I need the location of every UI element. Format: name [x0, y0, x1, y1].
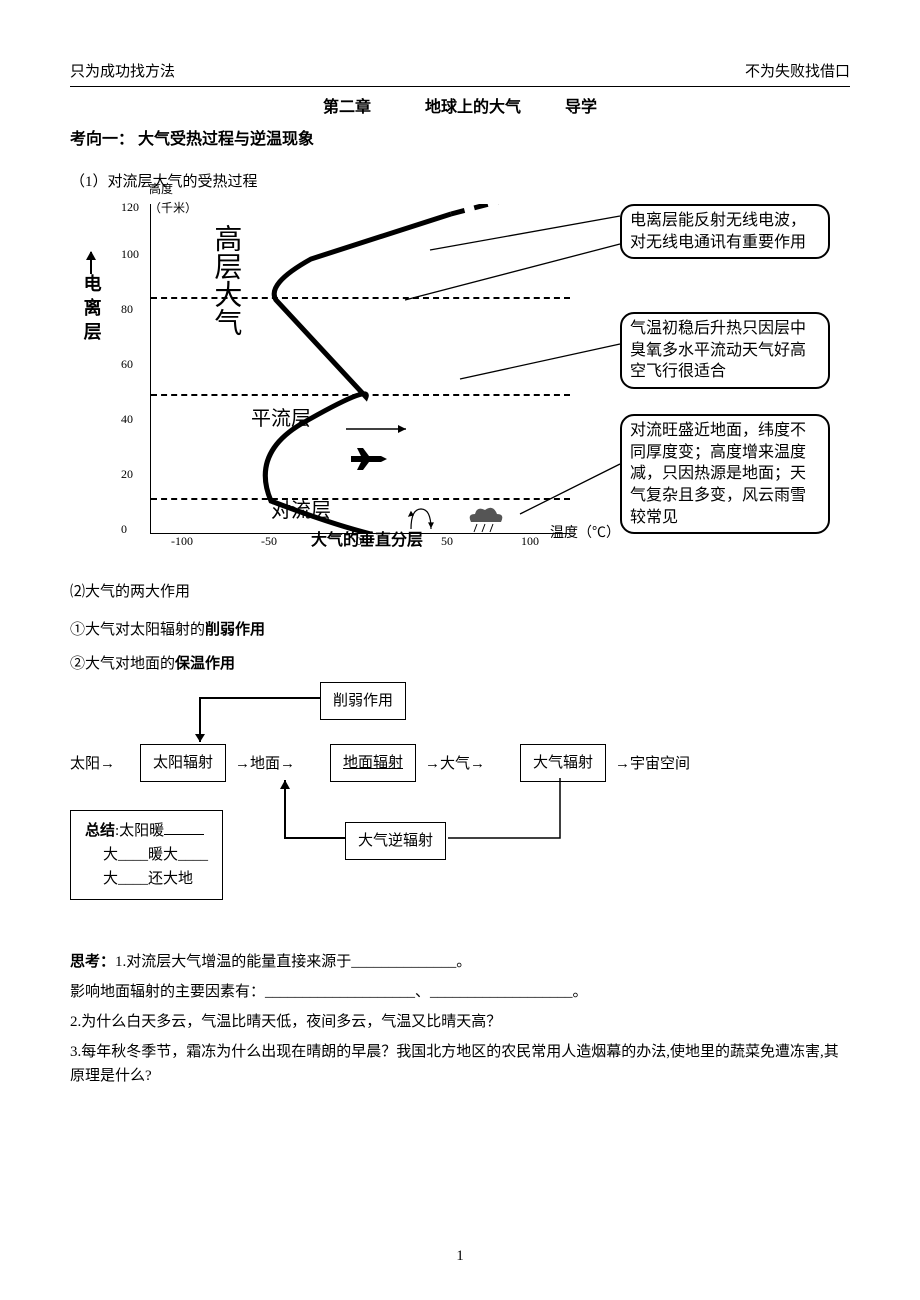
- y-tick: 80: [121, 300, 133, 319]
- question-3: 3.每年秋冬季节，霜冻为什么出现在晴朗的早晨？我国北方地区的农民常用人造烟幕的办…: [70, 1040, 850, 1088]
- radiation-flow-diagram: 削弱作用 太阳→ 太阳辐射 →地面→ 地面辐射 →大气→ 大气辐射 →宇宙空间 …: [70, 682, 850, 922]
- y-tick: 20: [121, 465, 133, 484]
- question-2: 2.为什么白天多云，气温比晴天低，夜间多云，气温又比晴天高？: [70, 1010, 850, 1034]
- y-tick: 40: [121, 410, 133, 429]
- chapter-name: 地球上的大气: [425, 99, 521, 116]
- chapter: 第二章: [323, 99, 371, 116]
- ionosphere-label: 电离层: [80, 274, 102, 346]
- x-tick: -50: [261, 532, 277, 551]
- y-tick: 0: [121, 520, 127, 539]
- effect-1: ①大气对太阳辐射的削弱作用: [70, 618, 850, 642]
- summary-box: 总结:太阳暖 大____暖大____ 大____还大地: [70, 810, 223, 900]
- chart-caption: 大气的垂直分层: [311, 528, 423, 554]
- chart-area: 高度 （千米） 0 20 40 60 80 100 120 -100 -50 0…: [150, 204, 570, 534]
- summary-line-2: 大____暖大____: [85, 843, 208, 867]
- page-number: 1: [456, 1244, 464, 1268]
- atmosphere-layers-diagram: 电离层 高度 （千米） 0 20 40 60 80 100 120 -100 -…: [70, 204, 830, 574]
- header-left: 只为成功找方法: [70, 60, 175, 84]
- topic-heading: 考向一： 大气受热过程与逆温现象: [70, 127, 850, 153]
- question-1: 思考：1.对流层大气增温的能量直接来源于______________。: [70, 950, 850, 974]
- up-arrow-icon: [90, 252, 92, 274]
- note-ionosphere: 电离层能反射无线电波，对无线电通讯有重要作用: [620, 204, 830, 259]
- y-tick: 120: [121, 198, 139, 217]
- subheading-2: ⑵大气的两大作用: [70, 580, 850, 604]
- effect-2: ②大气对地面的保温作用: [70, 652, 850, 676]
- note-stratosphere: 气温初稳后升热只因层中臭氧多水平流动天气好高空飞行很适合: [620, 312, 830, 389]
- x-tick: 50: [441, 532, 453, 551]
- page-header: 只为成功找方法 不为失败找借口: [70, 60, 850, 87]
- note-troposphere: 对流旺盛近地面，纬度不同厚度变；高度增来温度减，只因热源是地面；天气复杂且多变，…: [620, 414, 830, 534]
- x-tick: -100: [171, 532, 193, 551]
- summary-line-3: 大____还大地: [85, 867, 208, 891]
- doc-title: 第二章 地球上的大气 导学: [70, 95, 850, 121]
- thinking-questions: 思考：1.对流层大气增温的能量直接来源于______________。 影响地面…: [70, 950, 850, 1088]
- x-tick: 100: [521, 532, 539, 551]
- chapter-tag: 导学: [565, 99, 597, 116]
- summary-line-1: 总结:太阳暖: [85, 819, 208, 843]
- y-tick: 60: [121, 355, 133, 374]
- y-tick: 100: [121, 245, 139, 264]
- temperature-curve: [151, 204, 571, 534]
- question-1b: 影响地面辐射的主要因素有：____________________、______…: [70, 980, 850, 1004]
- header-right: 不为失败找借口: [745, 60, 850, 84]
